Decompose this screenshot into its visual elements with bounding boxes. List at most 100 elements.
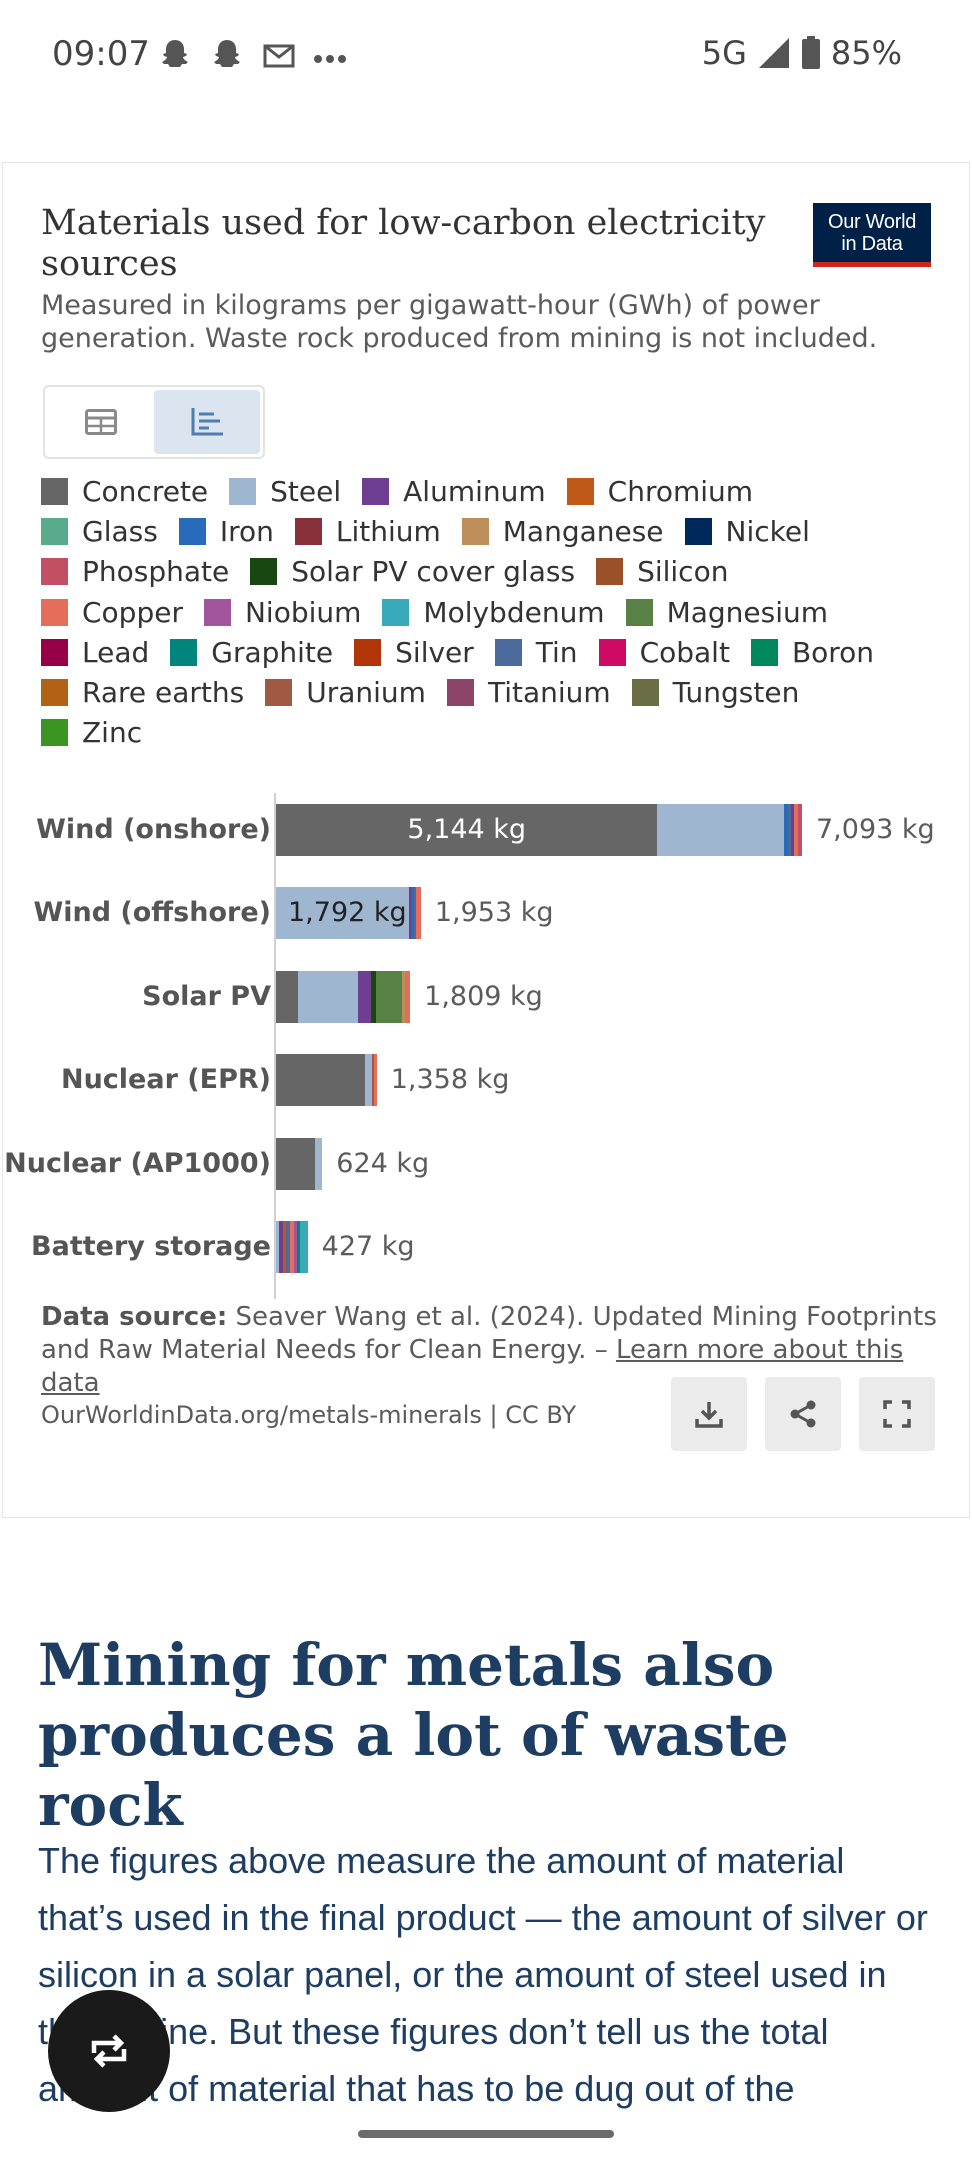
- chart-view-button[interactable]: [154, 390, 260, 454]
- bar-segment[interactable]: [276, 1054, 365, 1107]
- bar-segment[interactable]: [797, 804, 802, 856]
- legend-item-phosphate[interactable]: Phosphate: [41, 555, 229, 588]
- legend-item-cobalt[interactable]: Cobalt: [598, 635, 730, 669]
- legend-item-tungsten[interactable]: Tungsten: [631, 676, 799, 709]
- bar-segment[interactable]: [364, 1054, 372, 1107]
- legend-label: Iron: [219, 514, 274, 548]
- bar-segment[interactable]: [276, 804, 658, 856]
- legend-item-silver[interactable]: Silver: [354, 636, 474, 669]
- owid-logo[interactable]: Our World in Data: [813, 203, 931, 267]
- bar-total-label: 624 kg: [336, 1147, 430, 1179]
- status-right: 5G 85%: [702, 34, 902, 72]
- legend-item-chromium[interactable]: Chromium: [566, 475, 753, 508]
- battery-label: 85%: [830, 34, 902, 72]
- bar-segment[interactable]: [370, 970, 377, 1023]
- footer-url[interactable]: OurWorldinData.org/metals-minerals | CC …: [41, 1401, 577, 1429]
- bar-segment[interactable]: [296, 1221, 301, 1273]
- legend-item-zinc[interactable]: Zinc: [41, 716, 142, 749]
- bar-segment[interactable]: [376, 970, 403, 1023]
- legend-swatch: [362, 477, 390, 505]
- network-label: 5G: [701, 34, 747, 72]
- legend-item-silicon[interactable]: Silicon: [596, 555, 728, 588]
- legend-item-aluminum[interactable]: Aluminum: [362, 475, 546, 508]
- bar-segment[interactable]: [373, 1054, 377, 1107]
- chart-subtitle: Measured in kilograms per gigawatt-hour …: [41, 290, 878, 354]
- bar-segment[interactable]: [276, 887, 409, 940]
- bar-total-label: 1,358 kg: [390, 1064, 510, 1096]
- legend-item-lead[interactable]: Lead: [41, 636, 149, 669]
- legend-item-manganese[interactable]: Manganese: [461, 515, 664, 548]
- home-indicator[interactable]: [358, 2130, 614, 2138]
- legend-label: Niobium: [244, 595, 362, 629]
- legend-swatch: [250, 558, 278, 586]
- bar-total-label: 427 kg: [321, 1231, 415, 1262]
- legend-item-magnesium[interactable]: Magnesium: [625, 595, 829, 629]
- logo-line-2: in Data: [841, 233, 903, 255]
- bar-segment[interactable]: [283, 1221, 286, 1273]
- download-button[interactable]: [671, 1377, 747, 1451]
- bar-segment[interactable]: [405, 970, 411, 1023]
- legend-item-glass[interactable]: Glass: [41, 515, 158, 548]
- legend-item-rare-earths[interactable]: Rare earths: [41, 676, 244, 709]
- legend-item-iron[interactable]: Iron: [178, 514, 274, 548]
- repost-button[interactable]: [48, 1990, 170, 2112]
- bar-segment[interactable]: [790, 804, 794, 856]
- legend-label: Magnesium: [666, 595, 829, 629]
- legend-swatch: [684, 517, 712, 545]
- table-icon: [85, 409, 117, 435]
- legend-item-nickel[interactable]: Nickel: [684, 514, 810, 548]
- legend-item-tin[interactable]: Tin: [494, 636, 578, 669]
- bar-segment[interactable]: [402, 970, 406, 1023]
- legend-label: Steel: [270, 474, 342, 508]
- bar-segment[interactable]: [793, 804, 798, 856]
- bar-chart: Wind (onshore) 5,144 kg 7,093 kg Wind (offs…: [3, 783, 971, 1443]
- legend-item-niobium[interactable]: Niobium: [203, 595, 362, 629]
- bar-segment[interactable]: [276, 1221, 279, 1273]
- legend-item-boron[interactable]: Boron: [750, 636, 874, 669]
- bar-segment[interactable]: [276, 1137, 315, 1190]
- bar-segment[interactable]: [290, 1221, 294, 1273]
- fullscreen-button[interactable]: [859, 1377, 935, 1451]
- bar-segment[interactable]: [298, 970, 358, 1023]
- legend-label: Graphite: [211, 635, 334, 669]
- bar-segment[interactable]: [300, 1221, 308, 1273]
- legend-item-copper[interactable]: Copper: [41, 596, 183, 629]
- legend-item-graphite[interactable]: Graphite: [170, 636, 333, 669]
- share-button[interactable]: [765, 1377, 841, 1451]
- bar-segment[interactable]: [285, 1221, 291, 1273]
- legend-label: Nickel: [725, 514, 810, 548]
- legend-label: Cobalt: [639, 635, 730, 669]
- bar-segment[interactable]: [276, 970, 299, 1023]
- legend-item-molybdenum[interactable]: Molybdenum: [382, 596, 605, 629]
- legend-item-lithium[interactable]: Lithium: [294, 515, 441, 548]
- legend-label: Silver: [395, 635, 474, 669]
- legend-swatch: [566, 477, 594, 505]
- bar-segment[interactable]: [357, 970, 371, 1023]
- bar-segment[interactable]: [783, 804, 788, 856]
- bar-total-label: 1,953 kg: [434, 897, 554, 929]
- bar-segment[interactable]: [416, 887, 421, 940]
- bar-segment[interactable]: [411, 887, 415, 940]
- section-heading: Mining for metals also produces a lot of…: [38, 1631, 789, 1839]
- category-label: Nuclear (EPR): [60, 1064, 271, 1096]
- share-icon: [790, 1400, 816, 1428]
- legend-swatch: [446, 679, 474, 707]
- category-label: Solar PV: [142, 980, 271, 1012]
- bar-segment[interactable]: [314, 1137, 323, 1190]
- legend-label: Aluminum: [403, 474, 546, 508]
- legend-item-solar-pv-cover-glass[interactable]: Solar PV cover glass: [250, 555, 575, 588]
- legend-item-titanium[interactable]: Titanium: [446, 676, 611, 709]
- bar-segment[interactable]: [787, 804, 791, 856]
- legend-label: Silicon: [637, 555, 729, 589]
- legend-item-concrete[interactable]: Concrete: [41, 475, 208, 508]
- bar-segment[interactable]: [293, 1221, 297, 1273]
- bar-segment[interactable]: [278, 1221, 284, 1273]
- legend-item-uranium[interactable]: Uranium: [265, 676, 426, 709]
- bar-segment[interactable]: [414, 887, 417, 940]
- legend-item-steel[interactable]: Steel: [229, 475, 341, 508]
- bar-segment[interactable]: [657, 804, 784, 856]
- bar-segment[interactable]: [408, 887, 412, 940]
- learn-more-link[interactable]: Learn more about this data: [41, 1335, 904, 1398]
- bar-segment[interactable]: [371, 1054, 374, 1107]
- table-view-button[interactable]: [48, 390, 154, 454]
